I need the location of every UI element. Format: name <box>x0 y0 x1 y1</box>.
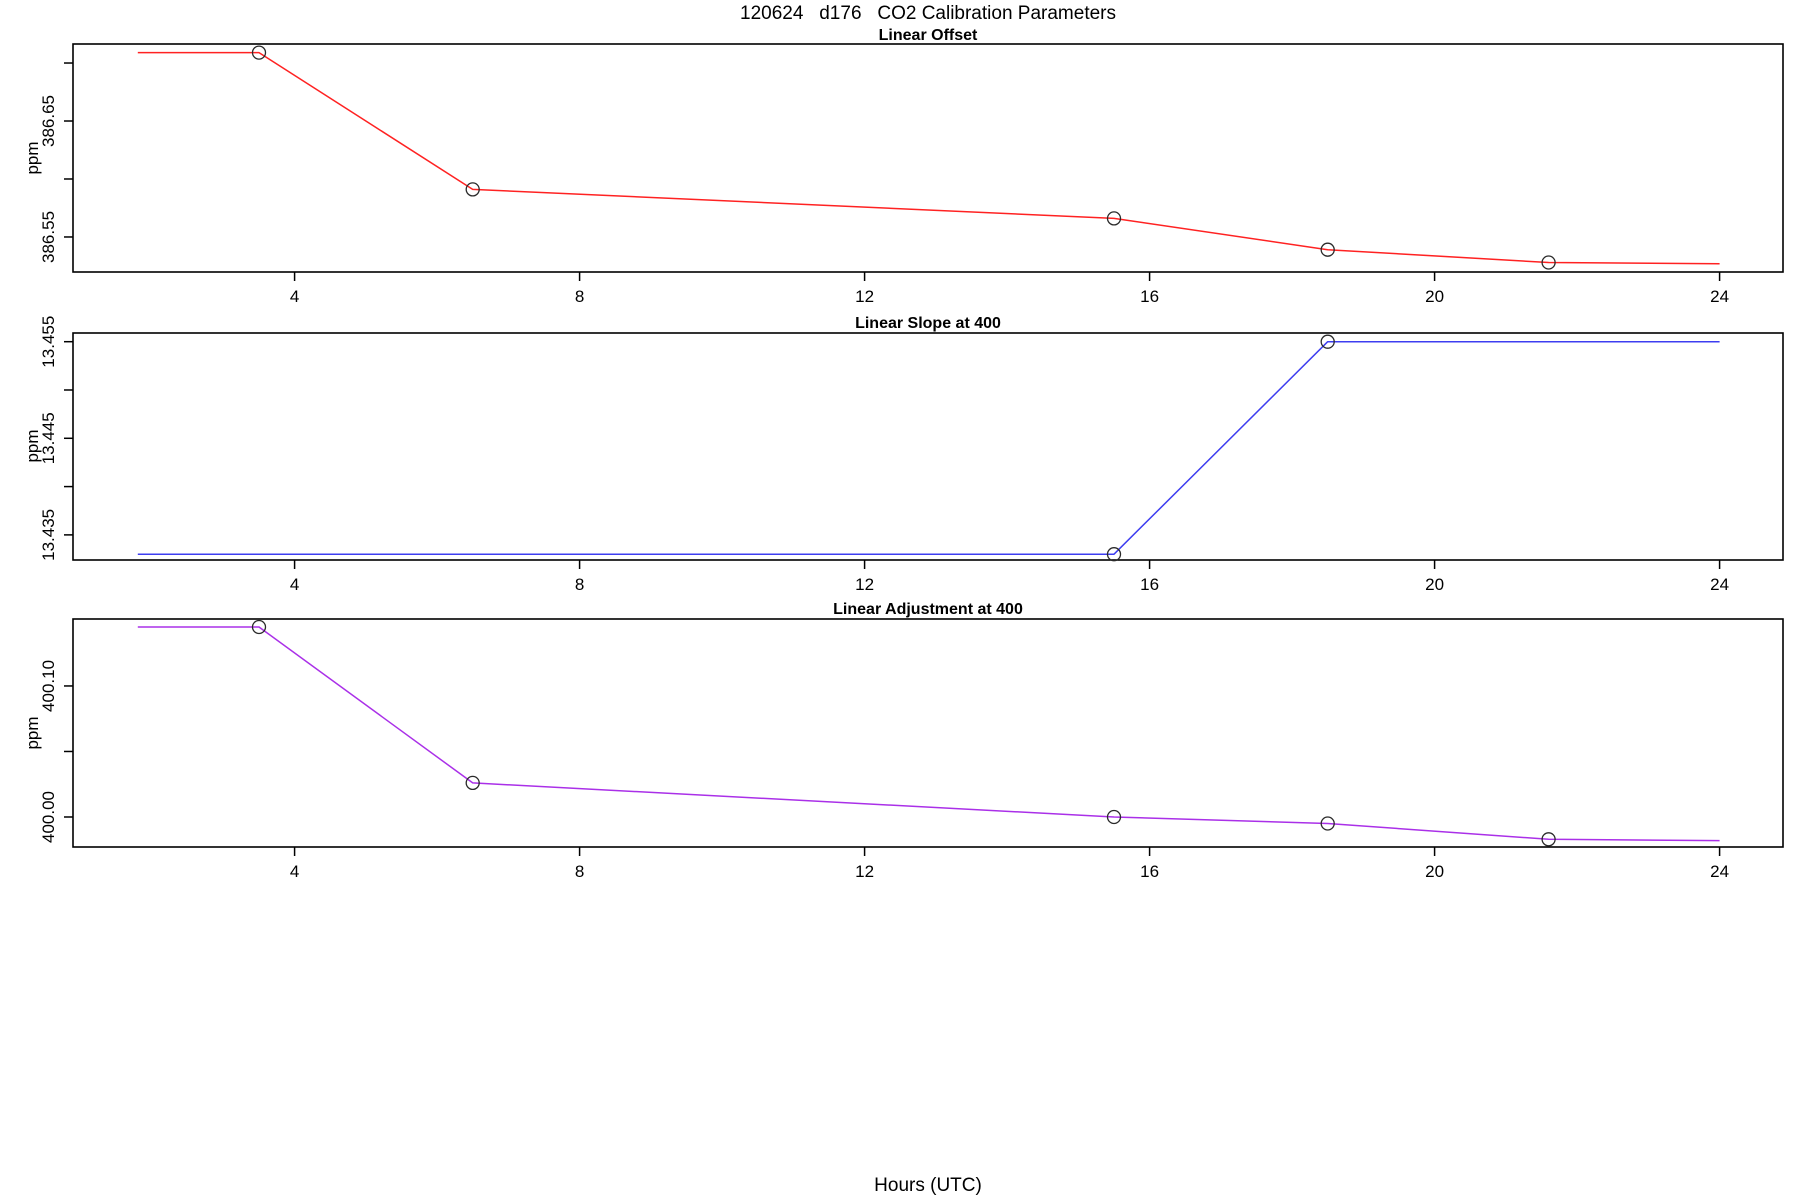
y-tick-label: 13.445 <box>39 412 58 464</box>
series-line-linear-adjustment-at-400 <box>137 626 1720 842</box>
data-point <box>1320 242 1335 257</box>
x-tick-label: 8 <box>575 862 584 881</box>
x-tick-label: 20 <box>1425 575 1444 594</box>
y-tick-label: 400.00 <box>39 791 58 843</box>
x-tick-label: 4 <box>290 287 299 306</box>
panel-linear-adjustment-at-400: 4 8 12 16 20 24 400.10 400.00 <box>39 618 1784 881</box>
x-tick-label: 24 <box>1710 575 1729 594</box>
panel-title-linear-adjustment: Linear Adjustment at 400 <box>833 601 1023 618</box>
data-point <box>1541 832 1556 847</box>
x-tick-label: 8 <box>575 287 584 306</box>
x-tick-label: 8 <box>575 575 584 594</box>
panel-linear-offset: 4 8 12 16 20 24 386.65 386.55 <box>39 43 1784 306</box>
plot-box <box>72 43 1784 273</box>
x-tick-label: 24 <box>1710 862 1729 881</box>
data-point <box>1320 816 1335 831</box>
data-point <box>1320 334 1335 349</box>
x-tick-label: 24 <box>1710 287 1729 306</box>
y-axis-label-slope: ppm <box>23 429 42 462</box>
series-line-linear-slope-at-400 <box>137 340 1720 555</box>
x-tick-label: 16 <box>1140 287 1159 306</box>
panel-linear-slope-at-400: 4 8 12 16 20 24 13.455 13.445 13.435 <box>39 316 1784 594</box>
plot-box <box>72 618 1784 848</box>
x-tick-label: 12 <box>855 862 874 881</box>
y-tick-label: 13.435 <box>39 509 58 561</box>
panel-title-linear-slope: Linear Slope at 400 <box>855 315 1001 332</box>
main-title: 120624 d176 CO2 Calibration Parameters <box>740 3 1116 24</box>
x-tick-label: 16 <box>1140 862 1159 881</box>
x-tick-label: 12 <box>855 287 874 306</box>
y-axis-label-offset: ppm <box>23 141 42 174</box>
series-line-linear-offset <box>137 51 1720 265</box>
panel-title-linear-offset: Linear Offset <box>879 27 978 44</box>
y-axis-label-adjustment: ppm <box>23 716 42 749</box>
data-point <box>465 182 480 197</box>
data-point <box>1106 809 1122 825</box>
data-point <box>251 619 267 635</box>
panels-group: 4 8 12 16 20 24 386.65 386.55 4 8 12 16 20 24 13.455 13… <box>39 43 1784 881</box>
data-point <box>251 45 267 60</box>
y-tick-label: 386.55 <box>39 211 58 263</box>
plot-box <box>72 332 1784 561</box>
data-point <box>1541 255 1556 270</box>
x-tick-label: 4 <box>290 575 299 594</box>
x-tick-label: 20 <box>1425 862 1444 881</box>
data-point <box>465 775 480 791</box>
data-point <box>1106 547 1122 562</box>
x-tick-label: 16 <box>1140 575 1159 594</box>
x-tick-label: 20 <box>1425 287 1444 306</box>
x-axis-label: Hours (UTC) <box>874 1175 982 1196</box>
data-point <box>1106 211 1122 226</box>
y-tick-label: 13.455 <box>39 316 58 368</box>
y-tick-label: 386.65 <box>39 95 58 147</box>
y-tick-label: 400.10 <box>39 660 58 712</box>
x-tick-label: 12 <box>855 575 874 594</box>
x-tick-label: 4 <box>290 862 299 881</box>
